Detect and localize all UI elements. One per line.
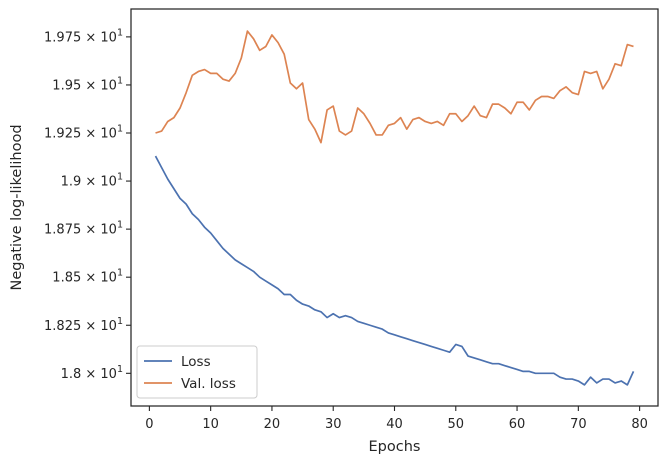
y-tick-label: 1.95 × 101 — [52, 75, 123, 93]
plot-frame — [130, 8, 659, 407]
x-tick-label: 60 — [509, 417, 526, 432]
x-tick-label: 0 — [145, 417, 153, 432]
y-tick-label: 1.875 × 101 — [44, 220, 123, 238]
series-line-1 — [154, 155, 635, 386]
y-tick-label: 1.975 × 101 — [44, 27, 123, 45]
x-tick-label: 30 — [325, 417, 342, 432]
x-tick-label: 80 — [631, 417, 648, 432]
x-axis-title: Epochs — [369, 439, 421, 455]
x-axis: 0 10 20 30 40 50 60 70 80 — [145, 406, 648, 432]
legend-label: Loss — [181, 354, 211, 370]
x-tick-label: 10 — [202, 417, 219, 432]
x-tick-label: 50 — [448, 417, 465, 432]
x-tick-label: 70 — [570, 417, 587, 432]
y-tick-label: 1.925 × 101 — [44, 124, 123, 142]
y-tick-label: 1.825 × 101 — [44, 316, 123, 334]
y-tick-label: 1.9 × 101 — [61, 172, 123, 190]
plot-area — [154, 30, 635, 386]
legend: Loss Val. loss — [136, 345, 258, 399]
series-line-2 — [155, 30, 634, 144]
legend-label: Val. loss — [181, 376, 236, 392]
x-tick-label: 20 — [264, 417, 281, 432]
y-tick-label: 1.85 × 101 — [52, 268, 123, 286]
legend-box — [136, 345, 258, 399]
y-axis-title: Negative log-likelihood — [9, 124, 25, 290]
y-tick-label: 1.8 × 101 — [61, 364, 123, 382]
x-tick-label: 40 — [386, 417, 403, 432]
y-axis: 1.8 × 101 1.825 × 101 1.85 × 101 1.875 × 10… — [44, 27, 131, 382]
